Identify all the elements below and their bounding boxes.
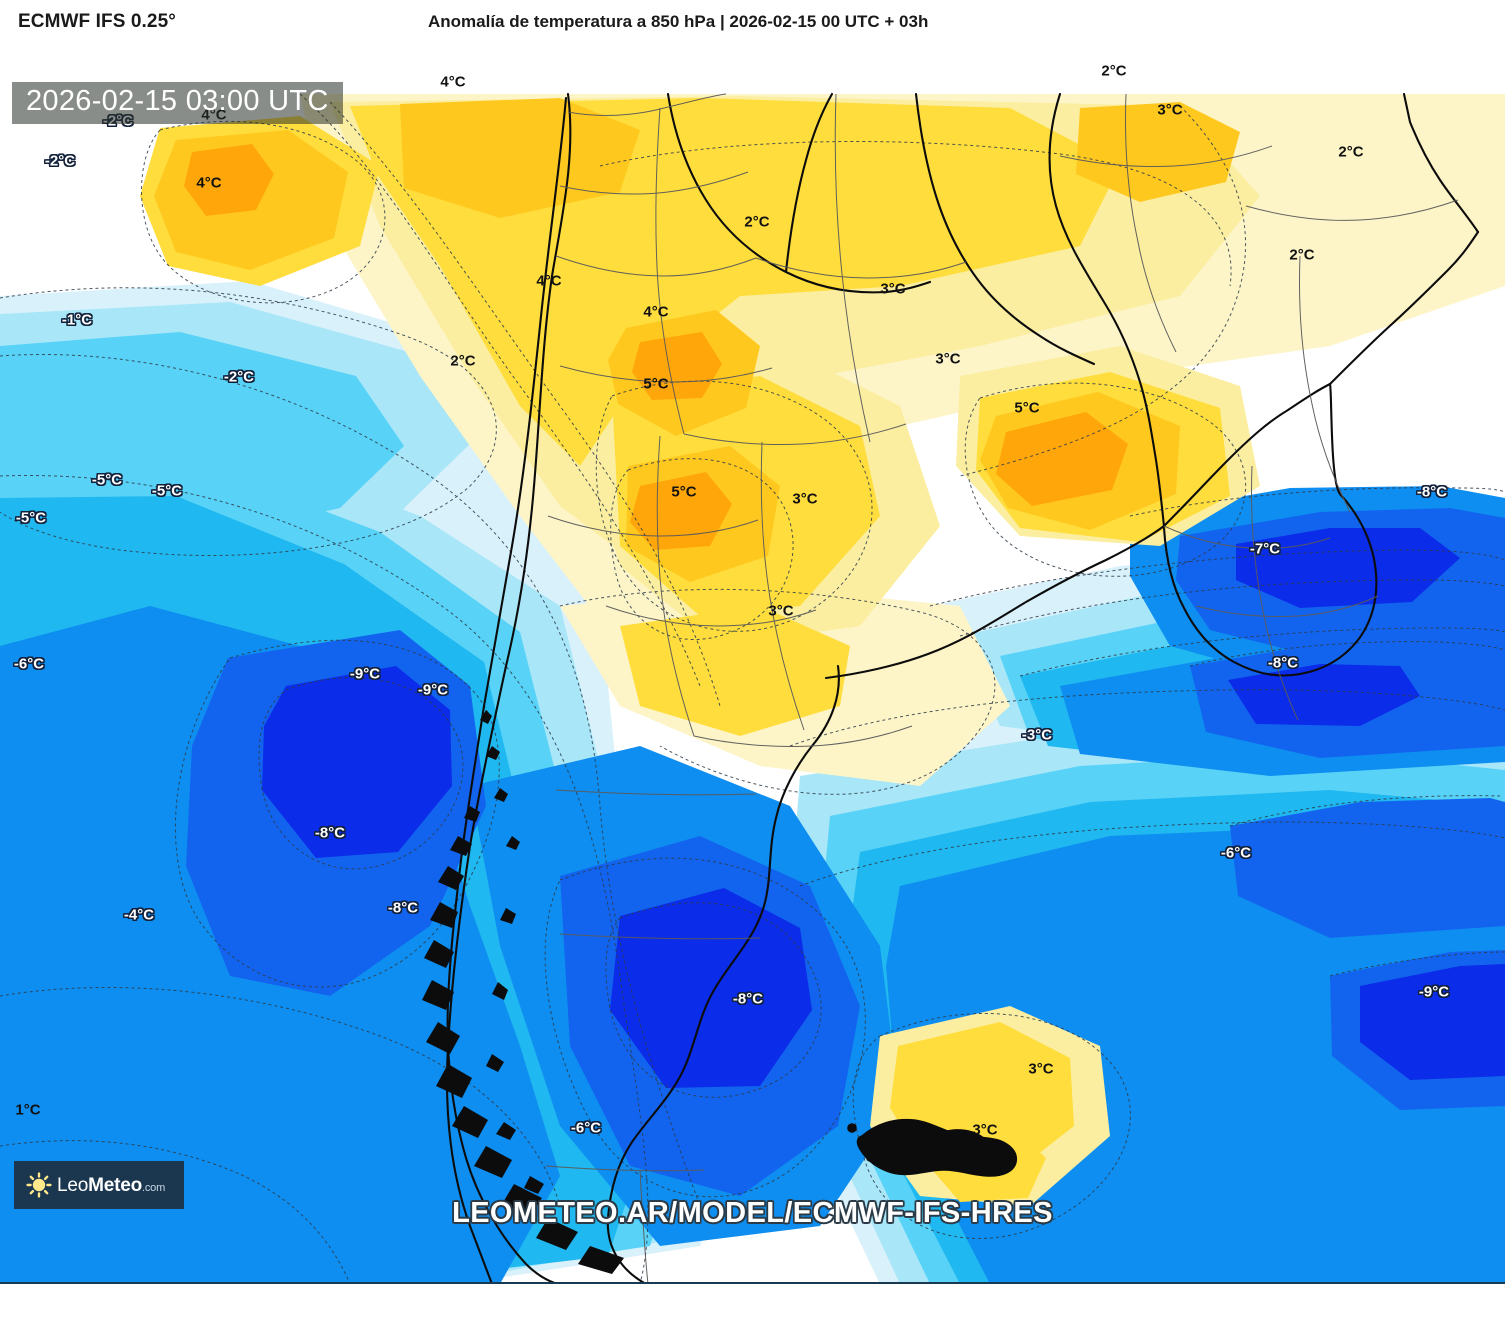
logo-text-leo: Leo (57, 1174, 89, 1196)
page-footer: -9.50 °C -32-24-16-808162432 6.20 °C ZIE… (0, 1286, 1505, 1339)
map-canvas[interactable]: -2°C4°C4°C-2°C4°C4°C2°C2°C3°C2°C2°C3°C-1… (0, 46, 1505, 1284)
sun-icon (26, 1172, 52, 1198)
logo-text-meteo: Meteo (88, 1174, 143, 1196)
temperature-anomaly-field (0, 46, 1505, 1282)
page-title: Anomalía de temperatura a 850 hPa | 2026… (428, 12, 929, 31)
leometeo-logo[interactable]: LeoMeteo.com (14, 1161, 184, 1209)
logo-text-domain: .com (142, 1181, 166, 1194)
logo-wordmark: LeoMeteo.com (57, 1176, 165, 1195)
valid-time-badge: 2026-02-15 03:00 UTC (12, 82, 343, 124)
page-header: ECMWF IFS 0.25° Anomalía de temperatura … (0, 0, 1505, 46)
model-name-label: ECMWF IFS 0.25° (18, 11, 176, 32)
